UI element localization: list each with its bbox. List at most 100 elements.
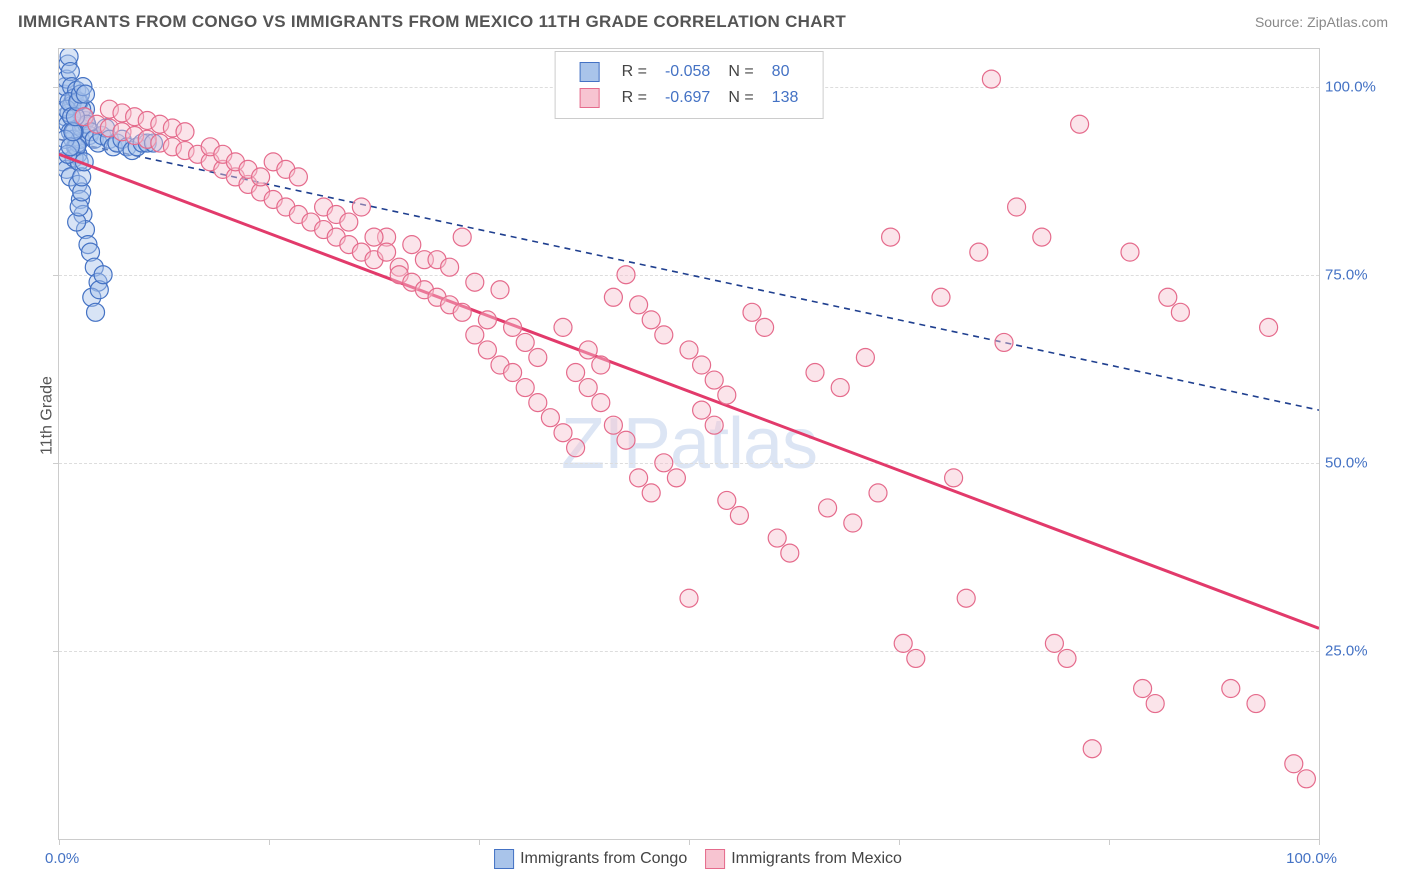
y-tick-label: 100.0% [1325,78,1385,95]
data-point [844,514,862,532]
data-point [1045,634,1063,652]
stat-n-value: 80 [764,60,807,84]
y-tick-label: 25.0% [1325,642,1385,659]
legend-label: Immigrants from Mexico [731,850,902,867]
data-point [592,394,610,412]
data-point [87,303,105,321]
data-point [453,303,471,321]
data-point [932,288,950,306]
data-point [856,348,874,366]
data-point [705,371,723,389]
data-point [1058,649,1076,667]
data-point [441,258,459,276]
data-point [1083,740,1101,758]
data-point [1260,318,1278,336]
data-point [491,281,509,299]
trend-line [59,154,1319,628]
data-point [604,416,622,434]
data-point [579,379,597,397]
data-point [718,386,736,404]
x-tick [269,839,270,845]
data-point [718,491,736,509]
data-point [604,288,622,306]
x-tick [59,839,60,845]
x-tick [479,839,480,845]
data-point [781,544,799,562]
data-point [94,266,112,284]
data-point [504,318,522,336]
data-point [945,469,963,487]
data-point [630,296,648,314]
x-tick-label-max: 100.0% [1286,850,1337,867]
y-tick-label: 75.0% [1325,266,1385,283]
data-point [970,243,988,261]
y-tick-label: 50.0% [1325,454,1385,471]
data-point [567,439,585,457]
stat-n-label: N = [720,60,761,84]
data-point [693,401,711,419]
data-point [730,506,748,524]
stat-n-value: 138 [764,86,807,110]
data-point [1285,755,1303,773]
stat-r-value: -0.058 [657,60,718,84]
data-point [478,311,496,329]
data-point [693,356,711,374]
data-point [1134,680,1152,698]
data-point [289,168,307,186]
x-tick [1319,839,1320,845]
data-point [378,243,396,261]
stat-n-label: N = [720,86,761,110]
data-point [743,303,761,321]
data-point [529,394,547,412]
data-point [554,318,572,336]
data-point [579,341,597,359]
data-point [1171,303,1189,321]
data-point [252,168,270,186]
data-point [982,70,1000,88]
data-point [478,341,496,359]
data-point [1247,695,1265,713]
data-point [567,364,585,382]
data-point [894,634,912,652]
data-point [1222,680,1240,698]
chart-title: IMMIGRANTS FROM CONGO VS IMMIGRANTS FROM… [18,12,846,32]
data-point [617,431,635,449]
scatter-svg [59,49,1319,839]
data-point [541,409,559,427]
data-point [1297,770,1315,788]
data-point [642,311,660,329]
data-point [655,454,673,472]
data-point [554,424,572,442]
data-point [453,228,471,246]
data-point [768,529,786,547]
data-point [1159,288,1177,306]
legend-swatch [705,849,725,869]
data-point [504,364,522,382]
data-point [352,198,370,216]
data-point [76,85,94,103]
data-point [869,484,887,502]
data-point [466,273,484,291]
data-point [516,333,534,351]
data-point [756,318,774,336]
data-point [655,326,673,344]
data-point [667,469,685,487]
x-tick [899,839,900,845]
data-point [176,123,194,141]
scatter-plot: ZIPatlas 25.0%50.0%75.0%100.0%0.0%100.0%… [58,48,1320,840]
data-point [516,379,534,397]
x-tick-label-min: 0.0% [45,850,79,867]
data-point [592,356,610,374]
data-point [995,333,1013,351]
x-tick [689,839,690,845]
chart-source: Source: ZipAtlas.com [1255,14,1388,30]
data-point [617,266,635,284]
data-point [403,236,421,254]
data-point [882,228,900,246]
data-point [1071,115,1089,133]
data-point [680,589,698,607]
stat-r-value: -0.697 [657,86,718,110]
data-point [642,484,660,502]
data-point [705,416,723,434]
data-point [680,341,698,359]
